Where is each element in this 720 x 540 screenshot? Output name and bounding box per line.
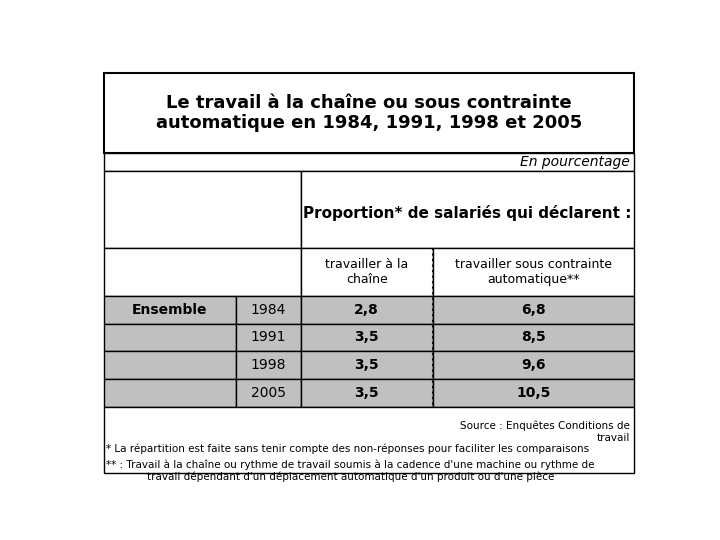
Bar xyxy=(104,351,235,379)
Bar xyxy=(301,296,433,323)
Text: 1984: 1984 xyxy=(251,302,286,316)
Text: 8,5: 8,5 xyxy=(521,330,546,345)
Bar xyxy=(301,248,433,296)
Bar xyxy=(104,248,301,296)
Bar xyxy=(301,323,433,351)
Bar xyxy=(104,171,301,248)
Text: 3,5: 3,5 xyxy=(354,358,379,372)
Text: 10,5: 10,5 xyxy=(516,386,551,400)
Text: travailler à la
chaîne: travailler à la chaîne xyxy=(325,258,408,286)
Text: Source : Enquêtes Conditions de
travail: Source : Enquêtes Conditions de travail xyxy=(460,421,630,443)
Bar xyxy=(104,72,634,153)
Bar xyxy=(433,248,634,296)
Bar xyxy=(433,379,634,407)
Text: travailler sous contrainte
automatique**: travailler sous contrainte automatique** xyxy=(455,258,612,286)
Bar xyxy=(104,153,634,171)
Text: 1998: 1998 xyxy=(251,358,286,372)
Text: 1991: 1991 xyxy=(251,330,286,345)
Bar xyxy=(433,296,634,323)
Bar xyxy=(235,379,301,407)
Text: En pourcentage: En pourcentage xyxy=(521,155,630,169)
Text: * La répartition est faite sans tenir compte des non-réponses pour faciliter les: * La répartition est faite sans tenir co… xyxy=(107,444,590,454)
Bar xyxy=(301,379,433,407)
Bar xyxy=(301,171,634,248)
Text: 3,5: 3,5 xyxy=(354,330,379,345)
Bar xyxy=(104,296,235,323)
Text: Proportion* de salariés qui déclarent :: Proportion* de salariés qui déclarent : xyxy=(303,205,631,221)
Text: 2005: 2005 xyxy=(251,386,286,400)
Bar xyxy=(104,379,235,407)
Bar xyxy=(433,351,634,379)
Text: 6,8: 6,8 xyxy=(521,302,546,316)
Text: 9,6: 9,6 xyxy=(521,358,546,372)
Bar xyxy=(301,351,433,379)
Bar xyxy=(235,296,301,323)
Bar xyxy=(104,407,634,473)
Bar xyxy=(235,351,301,379)
Text: 2,8: 2,8 xyxy=(354,302,379,316)
Bar xyxy=(433,323,634,351)
Bar xyxy=(235,323,301,351)
Text: 3,5: 3,5 xyxy=(354,386,379,400)
Text: Le travail à la chaîne ou sous contrainte
automatique en 1984, 1991, 1998 et 200: Le travail à la chaîne ou sous contraint… xyxy=(156,93,582,132)
Bar xyxy=(104,323,235,351)
Text: ** : Travail à la chaîne ou rythme de travail soumis à la cadence d'une machine : ** : Travail à la chaîne ou rythme de tr… xyxy=(107,459,595,482)
Text: Ensemble: Ensemble xyxy=(132,302,207,316)
